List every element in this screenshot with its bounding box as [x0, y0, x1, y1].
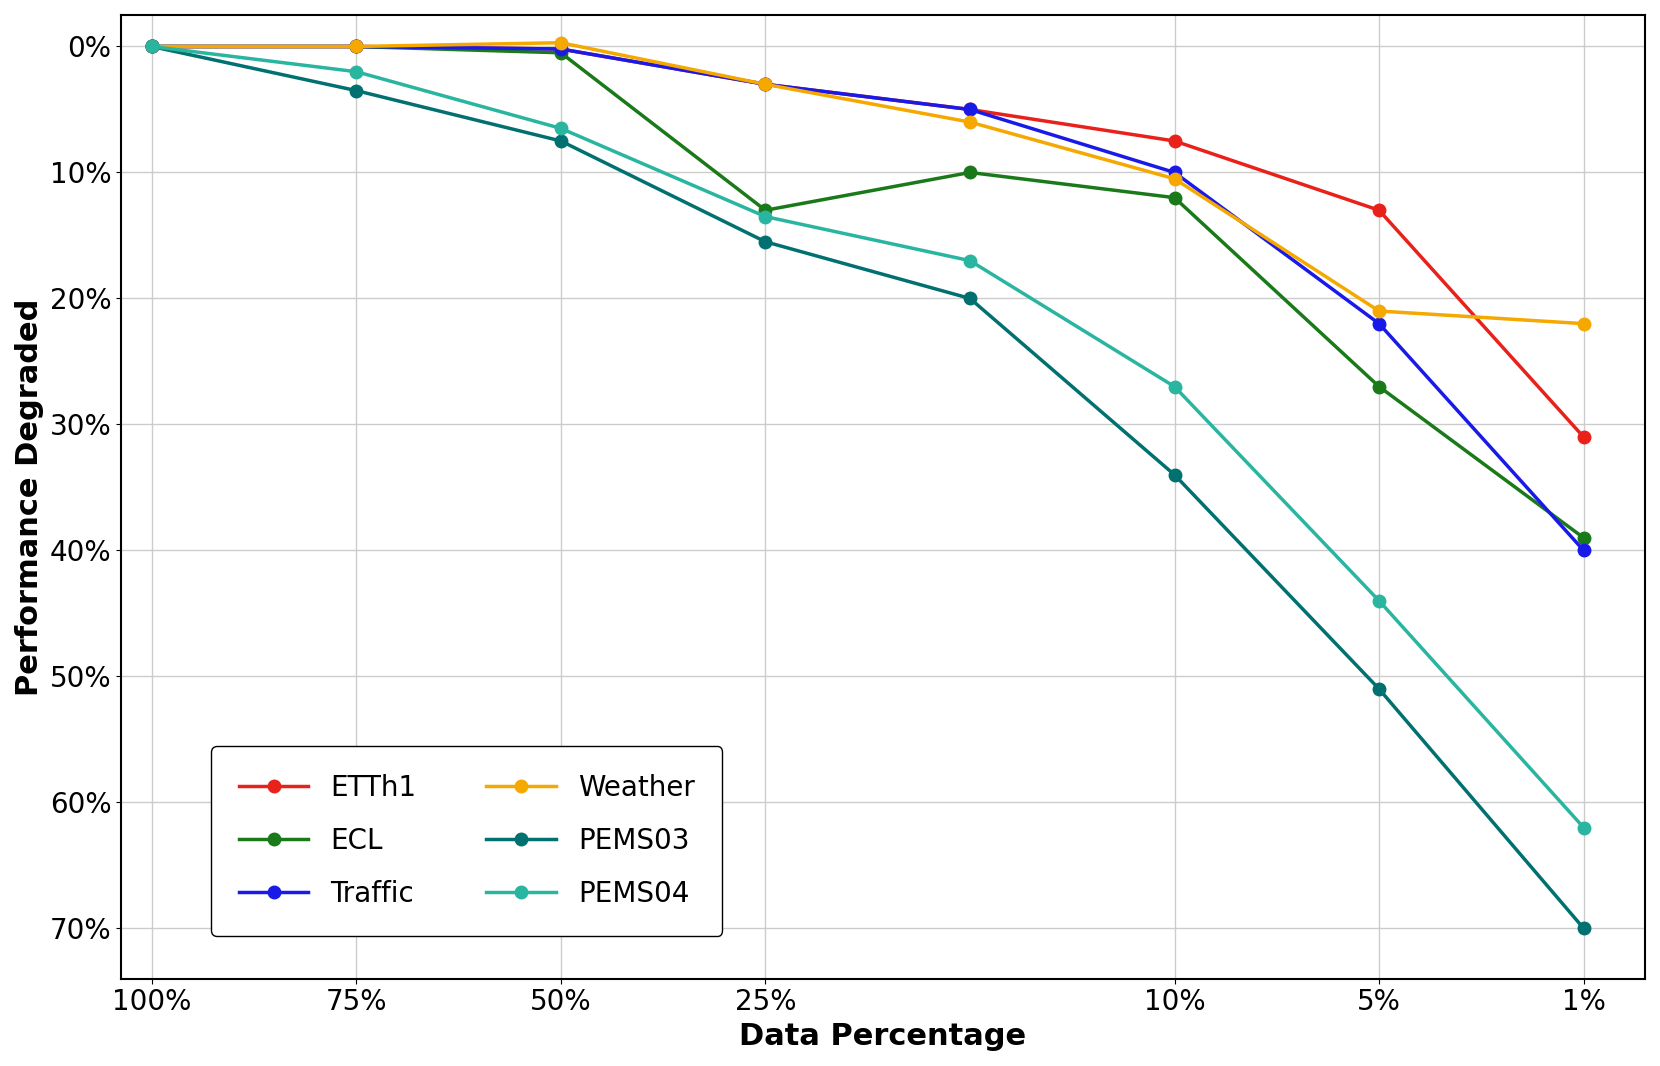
- Weather: [959, 116, 979, 129]
- ETTh1: [1370, 204, 1389, 216]
- Line: ETTh1: ETTh1: [146, 41, 1590, 443]
- PEMS04: [1574, 821, 1594, 834]
- ETTh1: [1165, 134, 1185, 147]
- Legend: ETTh1, ECL, Traffic, Weather, PEMS03, PEMS04: ETTh1, ECL, Traffic, Weather, PEMS03, PE…: [211, 746, 722, 936]
- ECL: [141, 41, 161, 53]
- ECL: [551, 47, 571, 60]
- ECL: [1165, 191, 1185, 204]
- PEMS04: [347, 65, 367, 78]
- Traffic: [141, 41, 161, 53]
- PEMS03: [1165, 468, 1185, 481]
- PEMS04: [1370, 595, 1389, 608]
- Weather: [755, 78, 775, 91]
- Line: ECL: ECL: [146, 41, 1590, 544]
- PEMS03: [1370, 682, 1389, 695]
- ETTh1: [141, 41, 161, 53]
- ETTh1: [347, 41, 367, 53]
- Traffic: [959, 103, 979, 116]
- PEMS04: [959, 255, 979, 268]
- ETTh1: [959, 103, 979, 116]
- Traffic: [1370, 318, 1389, 330]
- PEMS03: [755, 236, 775, 248]
- PEMS03: [959, 292, 979, 305]
- ECL: [1574, 532, 1594, 545]
- PEMS03: [551, 134, 571, 147]
- Weather: [1574, 318, 1594, 330]
- Y-axis label: Performance Degraded: Performance Degraded: [15, 298, 45, 695]
- Line: Traffic: Traffic: [146, 41, 1590, 556]
- Traffic: [1574, 544, 1594, 556]
- Weather: [551, 36, 571, 49]
- PEMS04: [1165, 381, 1185, 393]
- ECL: [959, 166, 979, 179]
- PEMS04: [551, 122, 571, 134]
- Traffic: [551, 43, 571, 55]
- Weather: [1370, 305, 1389, 318]
- PEMS04: [141, 41, 161, 53]
- Traffic: [1165, 166, 1185, 179]
- PEMS04: [755, 210, 775, 223]
- ETTh1: [1574, 431, 1594, 443]
- Line: PEMS04: PEMS04: [146, 41, 1590, 834]
- Weather: [347, 41, 367, 53]
- Weather: [1165, 173, 1185, 185]
- Weather: [141, 41, 161, 53]
- ECL: [347, 41, 367, 53]
- ETTh1: [551, 43, 571, 55]
- X-axis label: Data Percentage: Data Percentage: [739, 1022, 1026, 1051]
- ECL: [755, 204, 775, 216]
- PEMS03: [141, 41, 161, 53]
- ECL: [1370, 381, 1389, 393]
- Traffic: [347, 41, 367, 53]
- PEMS03: [1574, 922, 1594, 935]
- ETTh1: [755, 78, 775, 91]
- Line: Weather: Weather: [146, 36, 1590, 329]
- Traffic: [755, 78, 775, 91]
- PEMS03: [347, 84, 367, 97]
- Line: PEMS03: PEMS03: [146, 41, 1590, 935]
